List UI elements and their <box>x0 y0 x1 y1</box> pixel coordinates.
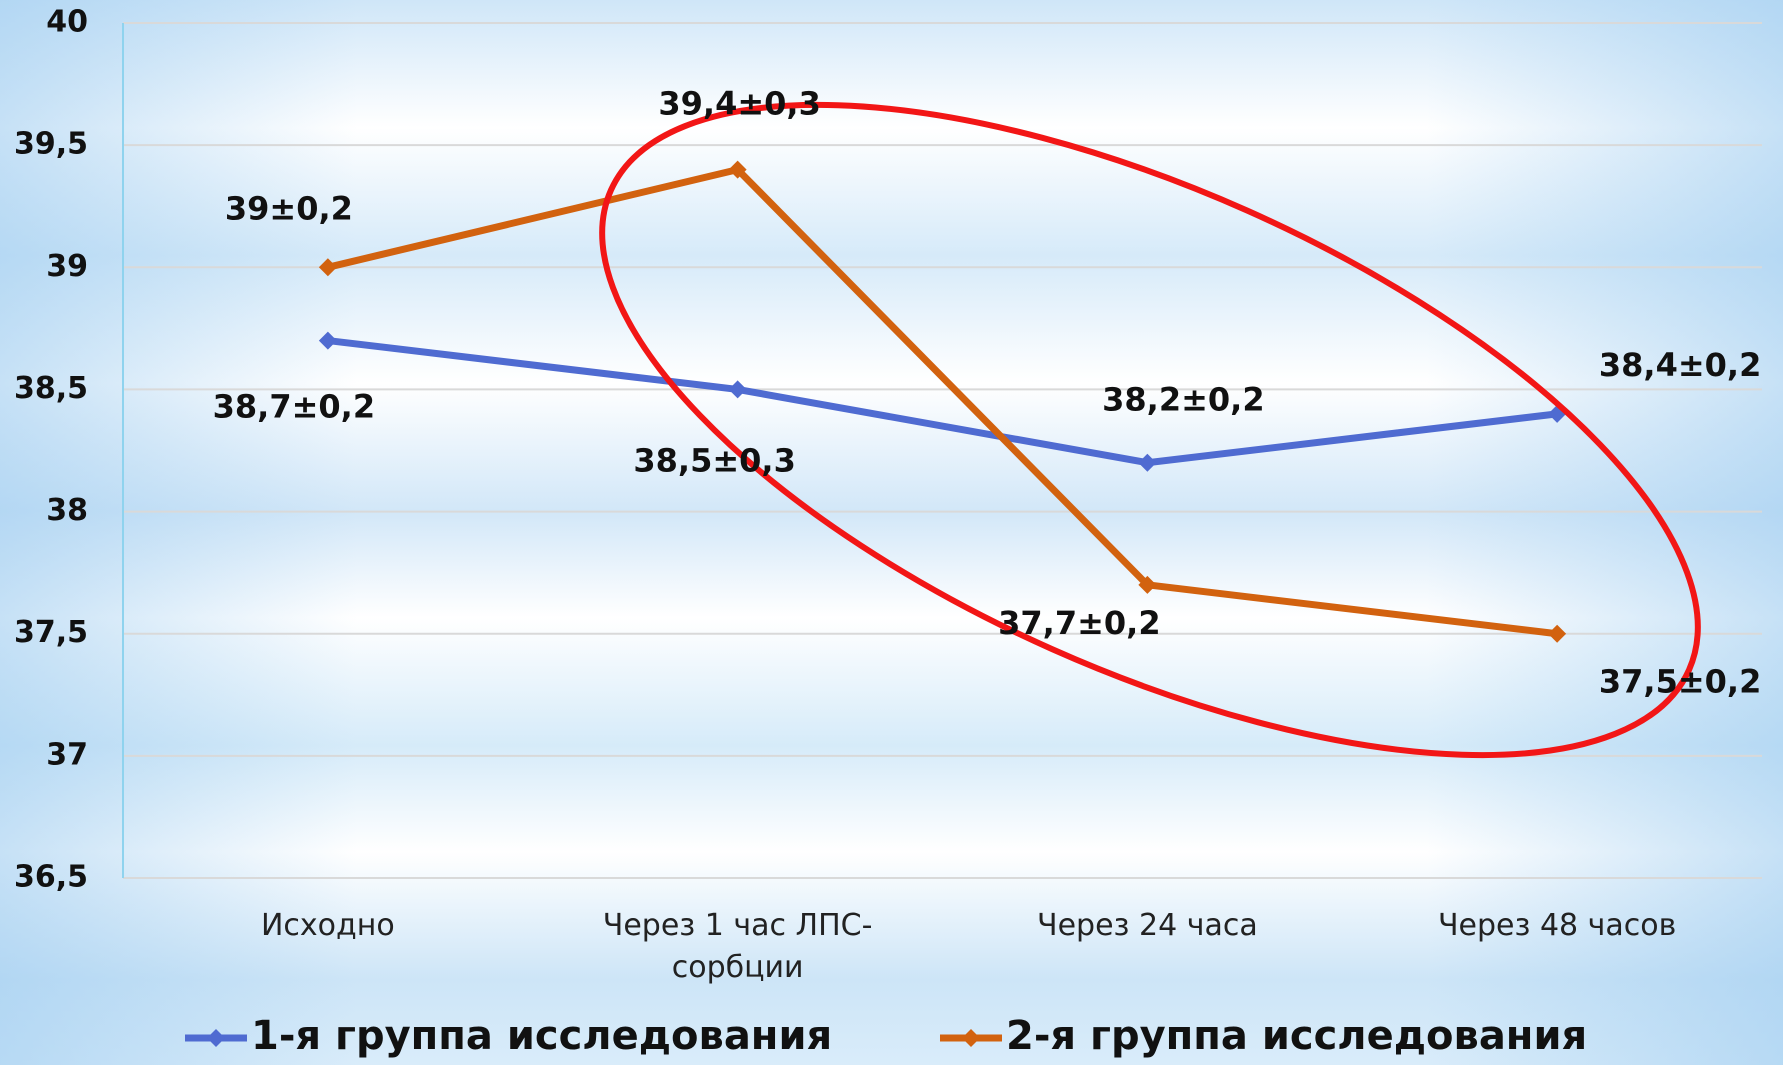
point-marker <box>1548 624 1567 643</box>
y-tick-label: 38 <box>46 493 88 528</box>
y-tick-label: 40 <box>46 5 88 40</box>
data-label: 38,4±0,2 <box>1599 346 1761 384</box>
legend-label: 1-я группа исследования <box>251 1013 832 1059</box>
y-tick-label: 36,5 <box>14 860 88 895</box>
y-tick-label: 37,5 <box>14 615 88 650</box>
y-tick-label: 39,5 <box>14 127 88 162</box>
marks <box>318 160 1567 643</box>
series-line <box>327 337 1558 467</box>
x-tick-label: Через 48 часов <box>1437 908 1677 943</box>
point-marker <box>1138 575 1157 594</box>
point-marker <box>728 380 747 399</box>
data-label: 39,4±0,3 <box>658 85 820 123</box>
data-label: 39±0,2 <box>225 189 353 227</box>
grid <box>122 22 1762 879</box>
x-tick-label: Через 1 час ЛПС-сорбции <box>602 908 873 985</box>
legend-marker <box>207 1029 225 1047</box>
data-label: 38,7±0,2 <box>213 388 375 426</box>
data-label: 37,7±0,2 <box>998 604 1160 642</box>
legend-label: 2-я группа исследования <box>1006 1013 1587 1059</box>
y-tick-label: 39 <box>46 249 88 284</box>
point-marker <box>1138 453 1157 472</box>
series-line <box>327 165 1558 638</box>
x-tick-label: Через 24 часа <box>1037 908 1258 943</box>
data-label: 38,5±0,3 <box>633 441 795 479</box>
y-tick-label: 37 <box>46 737 88 772</box>
highlight-ellipse <box>599 101 1701 759</box>
data-label: 38,2±0,2 <box>1102 381 1264 419</box>
point-marker <box>728 160 747 179</box>
point-marker <box>318 331 337 350</box>
data-label: 37,5±0,2 <box>1599 663 1761 701</box>
point-marker <box>318 258 337 277</box>
y-tick-label: 38,5 <box>14 371 88 406</box>
x-tick-label: Исходно <box>260 908 395 943</box>
legend-marker <box>962 1029 980 1047</box>
